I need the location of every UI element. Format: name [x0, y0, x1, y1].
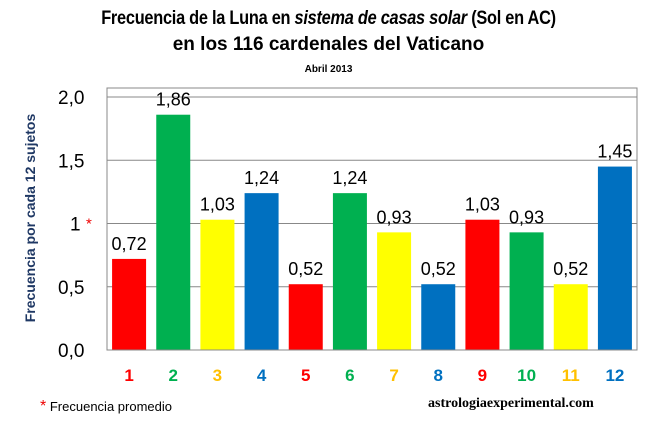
title-part1: Frecuencia de la Luna en: [101, 8, 295, 29]
chart-title-line2: en los 116 cardenales del Vaticano: [172, 34, 485, 55]
y-tick-label: 0,5: [58, 278, 84, 299]
y-tick-label: 2,0: [58, 88, 84, 109]
data-label: 0,93: [509, 207, 544, 227]
average-marker: *: [86, 216, 92, 233]
bar: [200, 219, 235, 350]
bar: [112, 258, 147, 350]
data-label: 1,24: [244, 168, 279, 188]
title-italic: sistema de casas solar: [294, 8, 468, 29]
bar: [421, 284, 456, 350]
x-tick-label: 8: [434, 366, 443, 385]
x-tick-label: 12: [605, 366, 624, 385]
chart-subtitle: Abril 2013: [304, 64, 353, 75]
bar: [465, 219, 500, 350]
y-tick-label: 1: [70, 215, 81, 236]
footnote-marker: *: [40, 398, 47, 415]
data-label: 1,03: [200, 195, 235, 215]
bar: [597, 166, 632, 350]
x-tick-label: 10: [517, 366, 536, 385]
x-tick-label: 7: [389, 366, 398, 385]
data-label: 0,52: [553, 259, 588, 279]
data-label: 1,24: [332, 168, 367, 188]
x-tick-label: 4: [257, 366, 267, 385]
credit: astrologiaexperimental.com: [428, 396, 594, 411]
footnote-text: Frecuencia promedio: [49, 399, 172, 414]
data-label: 0,52: [421, 259, 456, 279]
chart-title-line1: Frecuencia de la Luna en sistema de casa…: [46, 8, 611, 30]
bar: [288, 284, 323, 350]
y-axis-label: Frecuencia por cada 12 sujetos: [22, 114, 38, 323]
data-label: 1,45: [597, 142, 632, 162]
x-tick-label: 11: [562, 366, 580, 385]
title-part2: (Sol en AC): [466, 8, 556, 29]
y-tick-label: 1,5: [58, 151, 84, 172]
x-tick-label: 5: [301, 366, 310, 385]
data-label: 1,03: [465, 195, 500, 215]
x-tick-label: 1: [124, 366, 133, 385]
bar: [156, 114, 191, 351]
bar: [377, 232, 412, 350]
y-tick-label: 0,0: [58, 341, 84, 362]
bar: [244, 193, 279, 350]
x-tick-label: 9: [478, 366, 487, 385]
x-tick-label: 6: [345, 366, 354, 385]
bar: [553, 284, 588, 350]
data-label: 0,93: [377, 207, 412, 227]
data-label: 0,72: [112, 234, 147, 254]
footnote: * Frecuencia promedio: [40, 398, 172, 416]
x-tick-label: 2: [169, 366, 178, 385]
bar: [509, 232, 544, 350]
x-tick-label: 3: [213, 366, 222, 385]
data-label: 1,86: [156, 90, 191, 110]
data-label: 0,52: [288, 259, 323, 279]
bar: [332, 193, 367, 350]
